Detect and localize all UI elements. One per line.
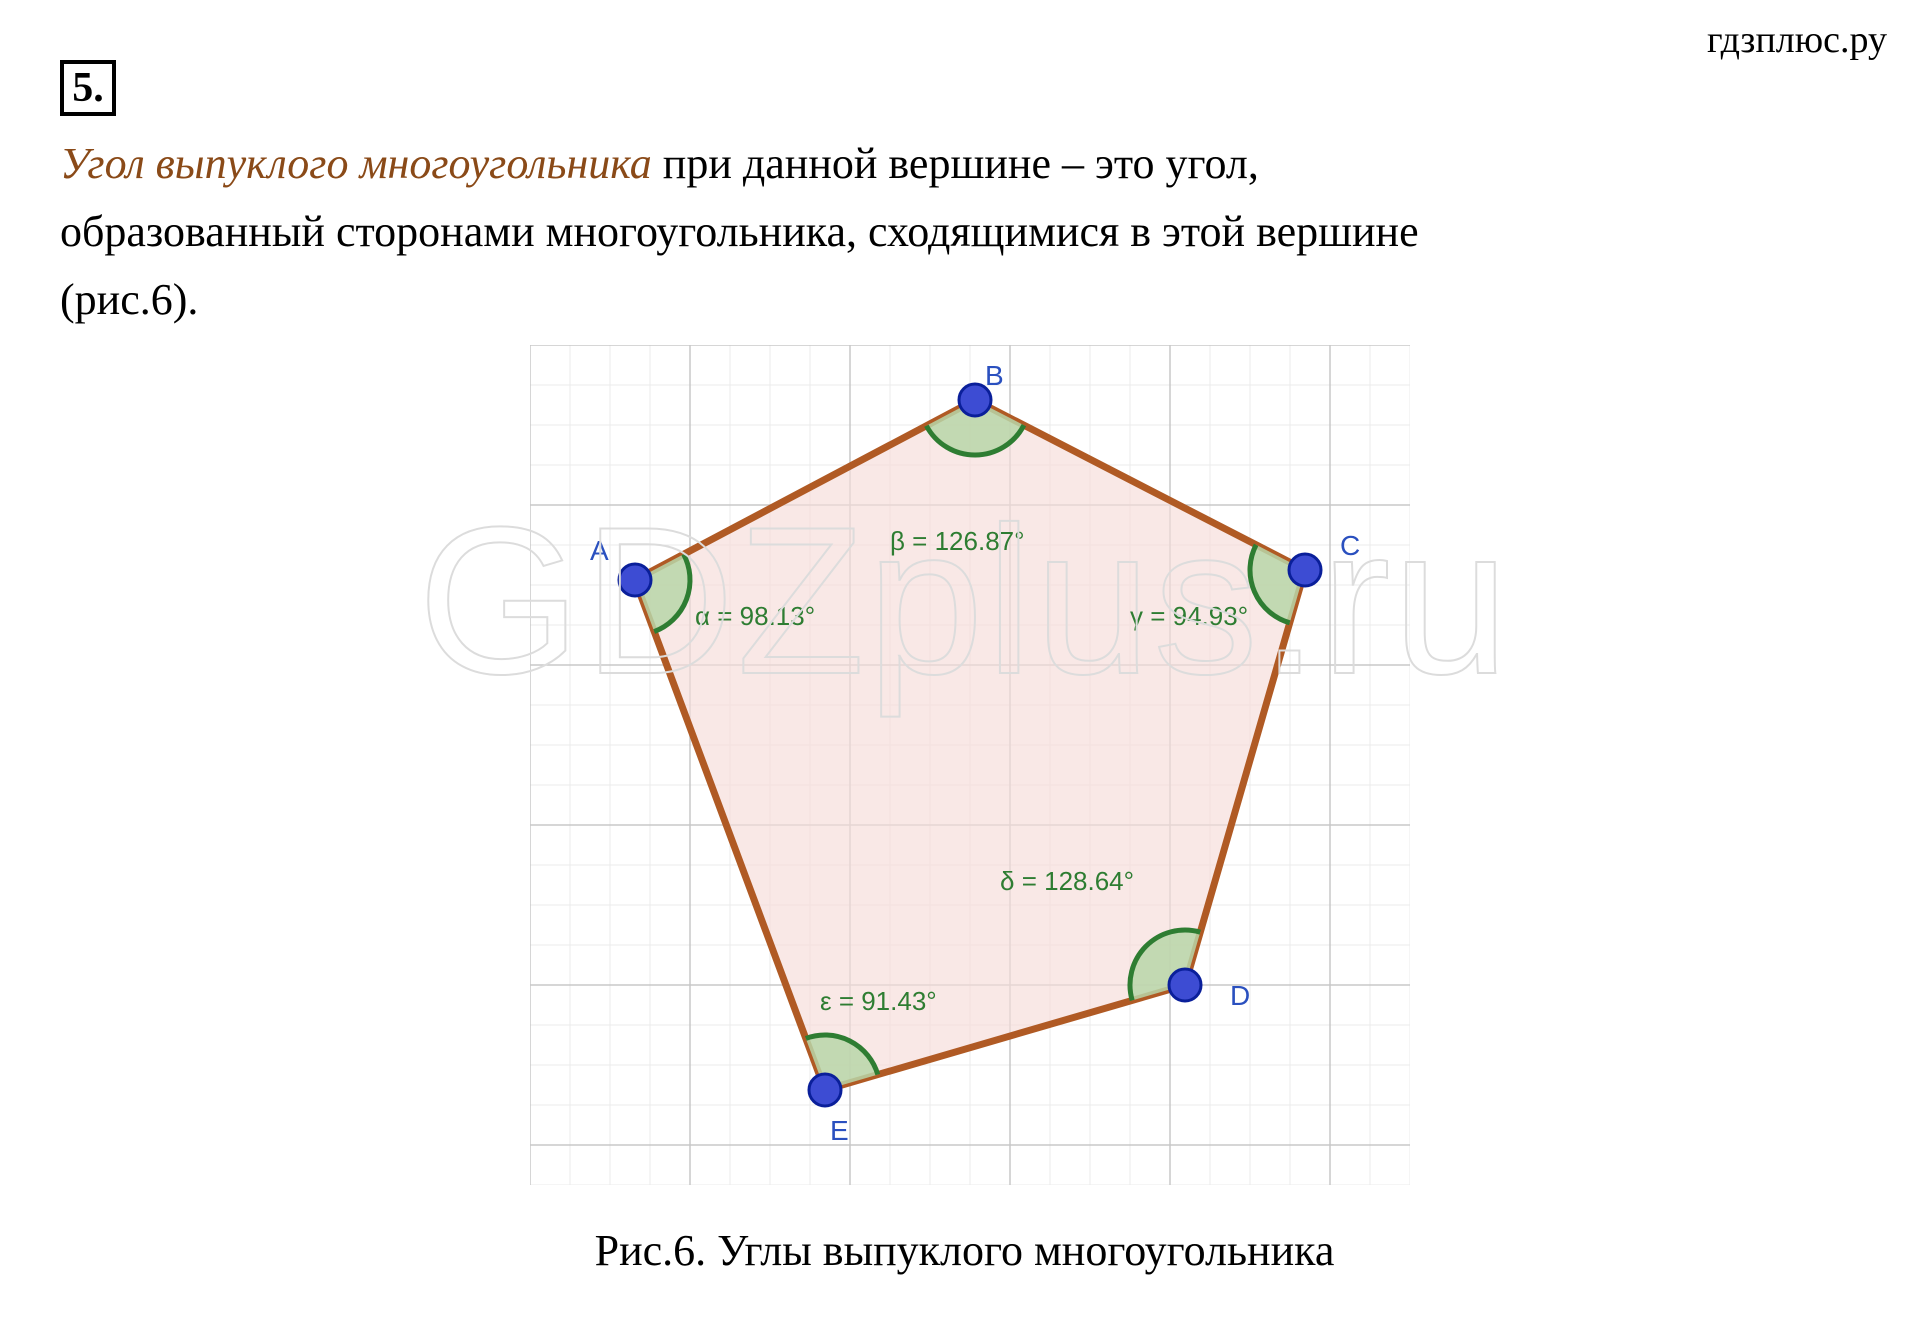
vertex-label-C: C: [1340, 530, 1360, 561]
vertex-A: [619, 564, 651, 596]
figure-polygon: α = 98.13° β = 126.87° γ = 94.93° δ = 128.6…: [530, 345, 1410, 1185]
angle-label-E: ε = 91.43°: [820, 986, 937, 1016]
definition-text: Угол выпуклого многоугольника при данной…: [60, 130, 1869, 335]
vertex-label-B: B: [985, 360, 1004, 391]
figure-caption: Рис.6. Углы выпуклого многоугольника: [0, 1225, 1929, 1276]
vertex-C: [1289, 554, 1321, 586]
angle-label-A: α = 98.13°: [695, 601, 815, 631]
vertex-label-A: A: [590, 535, 609, 566]
site-watermark-top: гдзплюс.ру: [1707, 18, 1887, 62]
definition-line3: (рис.6).: [60, 275, 198, 324]
vertex-label-D: D: [1230, 980, 1250, 1011]
term-highlight: Угол выпуклого многоугольника: [60, 139, 652, 188]
angle-label-D: δ = 128.64°: [1000, 866, 1134, 896]
vertex-D: [1169, 969, 1201, 1001]
vertex-E: [809, 1074, 841, 1106]
vertex-label-E: E: [830, 1115, 849, 1146]
definition-rest1: при данной вершине – это угол,: [652, 139, 1259, 188]
definition-line2: образованный сторонами многоугольника, с…: [60, 207, 1419, 256]
angle-label-B: β = 126.87°: [890, 526, 1025, 556]
angle-label-C: γ = 94.93°: [1130, 601, 1248, 631]
problem-number: 5.: [60, 60, 116, 116]
